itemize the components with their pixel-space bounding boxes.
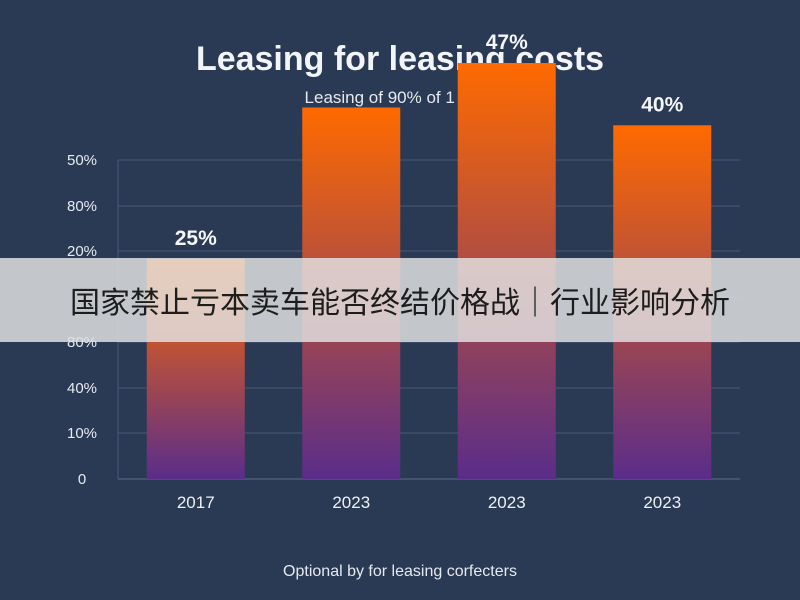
x-tick-label: 2017 bbox=[177, 493, 215, 512]
y-tick-label: 10% bbox=[67, 425, 97, 442]
chart-footnote: Optional by for leasing corfecters bbox=[283, 563, 517, 580]
banner-text: 国家禁止亏本卖车能否终结价格战｜行业影响分析 bbox=[70, 286, 730, 321]
x-axis-ticks: 2017 2023 2023 2023 bbox=[177, 493, 681, 512]
y-tick-label: 50% bbox=[67, 152, 97, 169]
chart-subtitle: Leasing of 90% of 1 Data bbox=[304, 88, 496, 107]
x-tick-label: 2023 bbox=[488, 493, 526, 512]
y-tick-label: 80% bbox=[67, 198, 97, 215]
headline-banner: 国家禁止亏本卖车能否终结价格战｜行业影响分析 bbox=[0, 258, 800, 342]
x-tick-label: 2023 bbox=[332, 493, 370, 512]
x-tick-label: 2023 bbox=[643, 493, 681, 512]
y-tick-label: 0 bbox=[78, 471, 86, 488]
y-tick-label: 40% bbox=[67, 380, 97, 397]
data-labels: 25% 47% 40% bbox=[175, 31, 684, 250]
data-label: 25% bbox=[175, 227, 217, 250]
data-label: 47% bbox=[486, 31, 528, 54]
y-tick-label: 20% bbox=[67, 243, 97, 260]
data-label: 40% bbox=[641, 93, 683, 116]
